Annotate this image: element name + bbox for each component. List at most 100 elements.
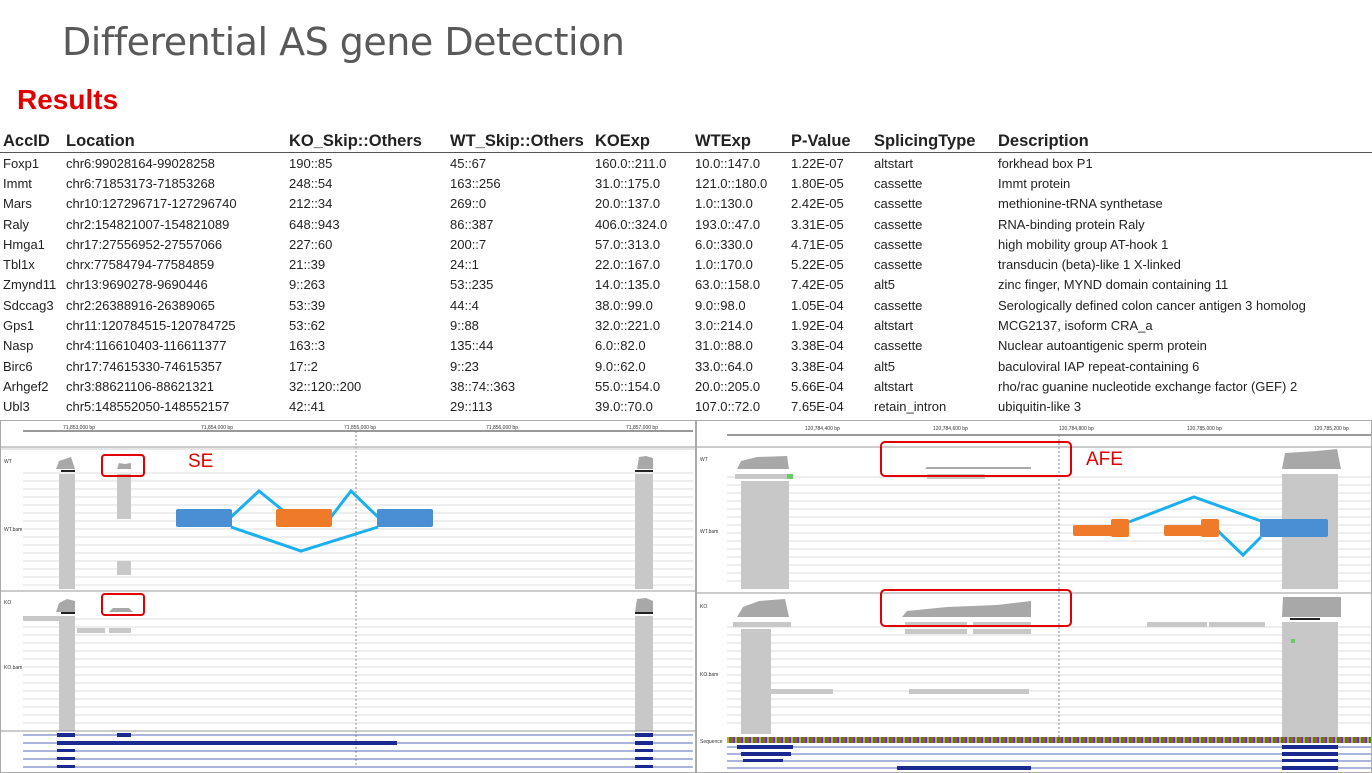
afe-highlight-wt bbox=[880, 441, 1072, 477]
results-heading: Results bbox=[17, 84, 119, 115]
table-cell: 20.0::137.0 bbox=[595, 196, 661, 212]
afe-igv-view: 120,784,400 bp 120,784,600 bp 120,784,80… bbox=[697, 426, 1371, 770]
table-cell: 163::3 bbox=[289, 338, 326, 354]
exon-blue bbox=[176, 509, 232, 527]
ruler-tick: 120,784,400 bp bbox=[805, 426, 840, 432]
table-cell: Nuclear autoantigenic sperm protein bbox=[998, 338, 1207, 354]
table-cell: 269::0 bbox=[450, 196, 487, 212]
se-schematic bbox=[176, 488, 433, 553]
table-cell: 86::387 bbox=[450, 216, 494, 232]
table-cell: 29::113 bbox=[450, 399, 493, 415]
table-cell: 38::74::363 bbox=[450, 378, 516, 394]
exon-orange bbox=[1111, 519, 1129, 537]
table-cell: transducin (beta)-like 1 X-linked bbox=[998, 257, 1181, 273]
table-row: Raly chr2:154821007-154821089 648::943 86::… bbox=[0, 214, 1372, 234]
table-cell: 121.0::180.0 bbox=[695, 175, 768, 191]
table-row: Tbl1x chrx:77584794-77584859 21::39 24::1 22… bbox=[0, 254, 1372, 274]
table-cell: Gps1 bbox=[3, 318, 35, 334]
track-label: WT bbox=[4, 459, 12, 465]
table-cell: chr10:127296717-127296740 bbox=[66, 196, 237, 212]
table-cell: 63.0::158.0 bbox=[695, 277, 761, 293]
table-cell: Nasp bbox=[3, 338, 34, 354]
ruler-tick: 71,856,000 bp bbox=[486, 425, 518, 431]
table-cell: retain_intron bbox=[874, 399, 947, 415]
table-cell: 248::54 bbox=[289, 175, 333, 191]
table-cell: Sdccag3 bbox=[3, 297, 54, 313]
table-cell: RNA-binding protein Raly bbox=[998, 216, 1145, 232]
column-header: KOExp bbox=[592, 130, 692, 153]
table-cell: MCG2137, isoform CRA_a bbox=[998, 318, 1153, 334]
table-cell: Raly bbox=[3, 216, 30, 232]
wt-read-blocks bbox=[59, 474, 653, 589]
table-cell: 31.0::175.0 bbox=[595, 175, 661, 191]
track-label: WT bbox=[700, 457, 708, 463]
table-cell: 212::34 bbox=[289, 196, 333, 212]
table-cell: Tbl1x bbox=[3, 257, 35, 273]
table-cell: 1.0::130.0 bbox=[695, 196, 753, 212]
table-cell: 32::120::200 bbox=[289, 378, 362, 394]
table-cell: ubiquitin-like 3 bbox=[998, 399, 1082, 415]
table-cell: 107.0::72.0 bbox=[695, 399, 761, 415]
ko-read-blocks bbox=[733, 622, 1338, 737]
track-label: KO bbox=[700, 604, 707, 610]
se-highlight-ko bbox=[101, 593, 145, 616]
gene-models bbox=[23, 733, 693, 768]
table-cell: 42::41 bbox=[289, 399, 326, 415]
table-row: Birc6 chr17:74615330-74615357 17::2 9::23 9.… bbox=[0, 356, 1372, 376]
ruler-ticks: 71,853,000 bp 71,854,000 bp 71,855,000 b… bbox=[63, 425, 658, 431]
table-cell: 3.0::214.0 bbox=[695, 318, 753, 334]
ruler-tick: 71,854,000 bp bbox=[201, 425, 233, 431]
table-cell: Ubl3 bbox=[3, 399, 30, 415]
table-cell: 44::4 bbox=[450, 297, 479, 313]
track-label: KO.bam bbox=[700, 672, 718, 678]
table-cell: baculoviral IAP repeat-containing 6 bbox=[998, 358, 1200, 374]
afe-schematic bbox=[1073, 495, 1328, 558]
page-title: Differential AS gene Detection bbox=[62, 20, 625, 64]
table-cell: chr3:88621106-88621321 bbox=[66, 378, 214, 394]
table-cell: 53::39 bbox=[289, 297, 326, 313]
table-cell: chr11:120784515-120784725 bbox=[66, 318, 236, 334]
column-header: P-Value bbox=[788, 130, 871, 153]
afe-highlight-ko bbox=[880, 589, 1072, 627]
table-cell: Hmga1 bbox=[3, 236, 45, 252]
table-cell: 2.42E-05 bbox=[791, 196, 844, 212]
table-cell: 160.0::211.0 bbox=[595, 155, 667, 171]
table-cell: cassette bbox=[874, 175, 923, 191]
table-cell: 227::60 bbox=[289, 236, 333, 252]
table-cell: chr6:99028164-99028258 bbox=[66, 155, 215, 171]
table-cell: 4.71E-05 bbox=[791, 236, 844, 252]
table-cell: 406.0::324.0 bbox=[595, 216, 668, 232]
table-cell: Zmynd11 bbox=[3, 277, 57, 293]
table-cell: high mobility group AT-hook 1 bbox=[998, 236, 1169, 252]
exon-orange bbox=[1201, 519, 1219, 537]
table-cell: 9::23 bbox=[450, 358, 479, 374]
wt-read-blocks bbox=[735, 474, 1338, 589]
table-cell: 193.0::47.0 bbox=[695, 216, 761, 232]
table-cell: 1.92E-04 bbox=[791, 318, 844, 334]
table-row: Mars chr10:127296717-127296740 212::34 269:… bbox=[0, 194, 1372, 214]
table-row: Zmynd11 chr13:9690278-9690446 9::263 53::23… bbox=[0, 275, 1372, 295]
table-cell: 163::256 bbox=[450, 175, 501, 191]
table-cell: rho/rac guanine nucleotide exchange fact… bbox=[998, 378, 1298, 394]
table-cell: Immt bbox=[3, 175, 32, 191]
table-cell: chr6:71853173-71853268 bbox=[66, 175, 215, 191]
table-cell: 1.22E-07 bbox=[791, 155, 844, 171]
table-cell: cassette bbox=[874, 196, 923, 212]
wt-reads bbox=[727, 476, 1371, 582]
table-cell: 53::62 bbox=[289, 318, 326, 334]
table-cell: 53::235 bbox=[450, 277, 494, 293]
table-row: Arhgef2 chr3:88621106-88621321 32::120::20… bbox=[0, 376, 1372, 396]
table-cell: cassette bbox=[874, 236, 923, 252]
afe-igv-panel: 120,784,400 bp 120,784,600 bp 120,784,80… bbox=[696, 420, 1372, 773]
table-cell: chr4:116610403-116611377 bbox=[66, 338, 227, 354]
ko-coverage bbox=[737, 597, 1341, 617]
table-cell: 9.0::98.0 bbox=[695, 297, 746, 313]
wt-coverage bbox=[56, 456, 653, 469]
table-row: Immt chr6:71853173-71853268 248::54 163::25… bbox=[0, 173, 1372, 193]
table-cell: 39.0::70.0 bbox=[595, 399, 653, 415]
table-cell: cassette bbox=[874, 216, 923, 232]
table-cell: 38.0::99.0 bbox=[595, 297, 653, 313]
table-cell: Immt protein bbox=[998, 175, 1071, 191]
table-cell: Serologically defined colon cancer antig… bbox=[998, 297, 1306, 313]
se-highlight-wt bbox=[101, 454, 145, 477]
